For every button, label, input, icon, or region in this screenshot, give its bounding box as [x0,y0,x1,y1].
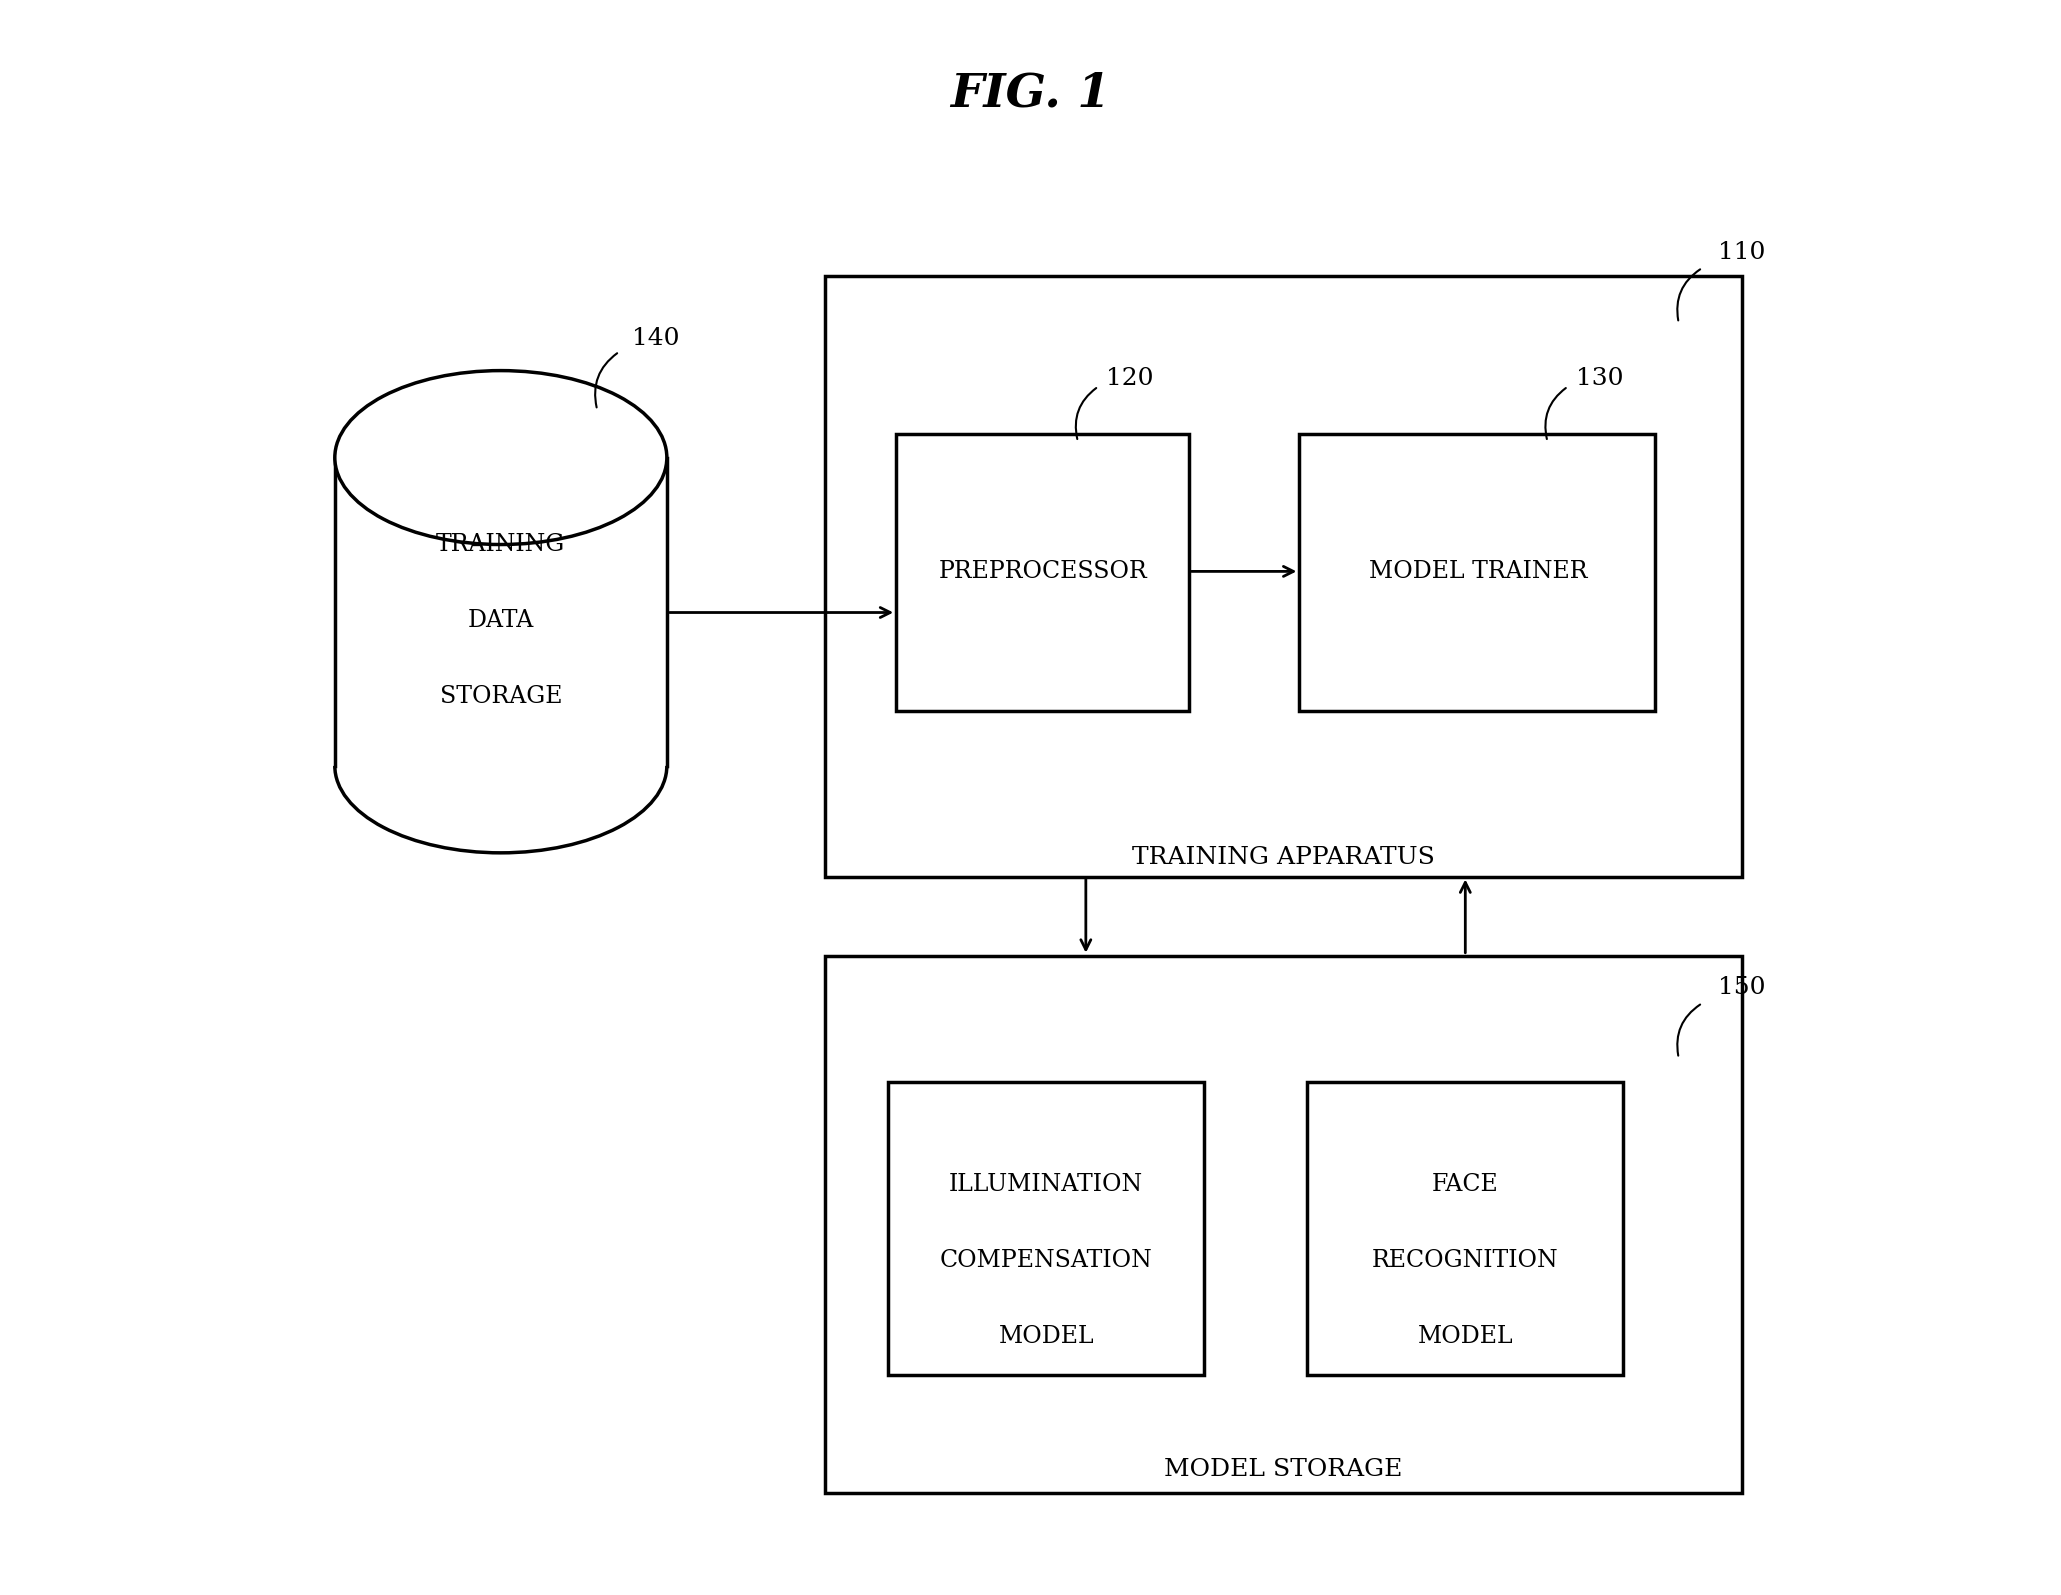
Bar [824,955,1742,1493]
Text: DATA: DATA [468,609,534,632]
Text: 140: 140 [633,327,680,351]
Bar [824,276,1742,877]
Text: TRAINING APPARATUS: TRAINING APPARATUS [1131,845,1434,869]
Text: MODEL: MODEL [998,1325,1094,1348]
Text: RECOGNITION: RECOGNITION [1373,1249,1558,1273]
Bar [1298,434,1655,710]
Text: COMPENSATION: COMPENSATION [940,1249,1152,1273]
Text: PREPROCESSOR: PREPROCESSOR [938,560,1148,582]
Text: STORAGE: STORAGE [439,684,563,708]
Text: FIG. 1: FIG. 1 [950,70,1111,116]
Text: 110: 110 [1719,241,1766,263]
Text: MODEL: MODEL [1418,1325,1513,1348]
Text: MODEL STORAGE: MODEL STORAGE [1164,1458,1404,1480]
Text: TRAINING: TRAINING [437,533,565,557]
Text: MODEL TRAINER: MODEL TRAINER [1369,560,1587,582]
Text: 150: 150 [1719,976,1766,998]
Text: ILLUMINATION: ILLUMINATION [950,1174,1144,1196]
Bar [888,1081,1204,1375]
Text: 130: 130 [1577,367,1624,391]
Ellipse shape [334,370,668,544]
Bar [1307,1081,1624,1375]
Text: FACE: FACE [1432,1174,1498,1196]
Text: 120: 120 [1107,367,1154,391]
Bar [897,434,1189,710]
